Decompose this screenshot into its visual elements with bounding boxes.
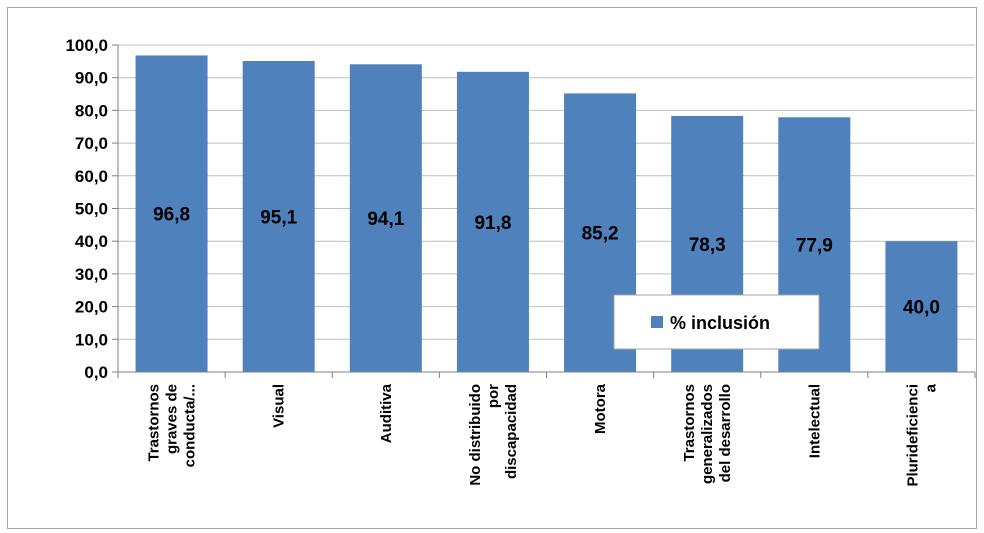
x-category-line: Trastornos <box>681 384 698 462</box>
legend-label: % inclusión <box>670 313 770 333</box>
x-category-line: Intelectual <box>806 384 823 458</box>
data-label: 96,8 <box>153 205 190 226</box>
legend-box <box>613 294 820 350</box>
x-category-line: conducta/... <box>182 384 199 467</box>
axes <box>117 45 976 378</box>
x-category-line: generalizados <box>699 384 716 484</box>
y-tick-label: 50,0 <box>75 200 108 219</box>
bar <box>242 61 315 372</box>
x-category-label: Trastornos generalizados del desarrollo <box>681 384 734 484</box>
y-tick-label: 10,0 <box>75 330 108 349</box>
x-category-label: Intelectual <box>806 384 823 458</box>
x-category-line: Plurideficienci <box>904 384 921 487</box>
data-label: 94,1 <box>367 209 404 230</box>
x-category-line: No distribuido <box>467 384 484 486</box>
y-tick-label: 30,0 <box>75 265 108 284</box>
bar <box>135 55 208 373</box>
data-label: 91,8 <box>474 213 511 234</box>
data-labels: 96,8 95,1 94,1 91,8 85,2 78,3 77,9 40,0 <box>153 205 940 319</box>
x-category-line: graves de <box>164 384 181 454</box>
x-category-labels: Trastornos graves de conducta/... Visual Aud… <box>146 383 940 486</box>
y-tick-labels: 0,0 10,0 20,0 30,0 40,0 50,0 60,0 70,0 80,0 90,0 1… <box>65 36 108 382</box>
y-tick-label: 80,0 <box>75 101 108 120</box>
x-category-line: Trastornos <box>146 384 163 462</box>
y-tick-label: 70,0 <box>75 134 108 153</box>
data-label: 40,0 <box>903 298 940 319</box>
y-tick-label: 0,0 <box>84 363 108 382</box>
legend: % inclusión <box>613 294 820 350</box>
data-label: 78,3 <box>689 235 726 256</box>
x-category-label: No distribuido por discapacidad <box>467 384 520 486</box>
y-tick-label: 90,0 <box>75 69 108 88</box>
x-category-line: Motora <box>592 383 609 434</box>
y-tick-label: 40,0 <box>75 232 108 251</box>
y-tick-label: 100,0 <box>65 36 108 55</box>
legend-swatch <box>651 316 663 328</box>
x-category-label: Motora <box>592 383 609 434</box>
bar <box>456 71 529 373</box>
y-tick-label: 60,0 <box>75 167 108 186</box>
x-category-label: Plurideficienci a <box>904 383 939 486</box>
x-category-label: Trastornos graves de conducta/... <box>146 384 199 467</box>
data-label: 95,1 <box>260 208 297 229</box>
bar <box>349 64 422 372</box>
x-category-label: Auditiva <box>378 383 395 443</box>
y-tick-label: 20,0 <box>75 298 108 317</box>
x-category-line: a <box>922 383 939 392</box>
x-category-line: del desarrollo <box>717 384 734 482</box>
bar <box>885 241 958 372</box>
data-label: 85,2 <box>582 224 619 245</box>
bars <box>135 55 958 373</box>
x-category-line: Visual <box>271 384 288 428</box>
x-category-label: Visual <box>271 384 288 428</box>
x-category-line: discapacidad <box>503 384 520 479</box>
x-category-line: por <box>485 384 502 408</box>
x-category-line: Auditiva <box>378 383 395 443</box>
data-label: 77,9 <box>796 236 833 257</box>
